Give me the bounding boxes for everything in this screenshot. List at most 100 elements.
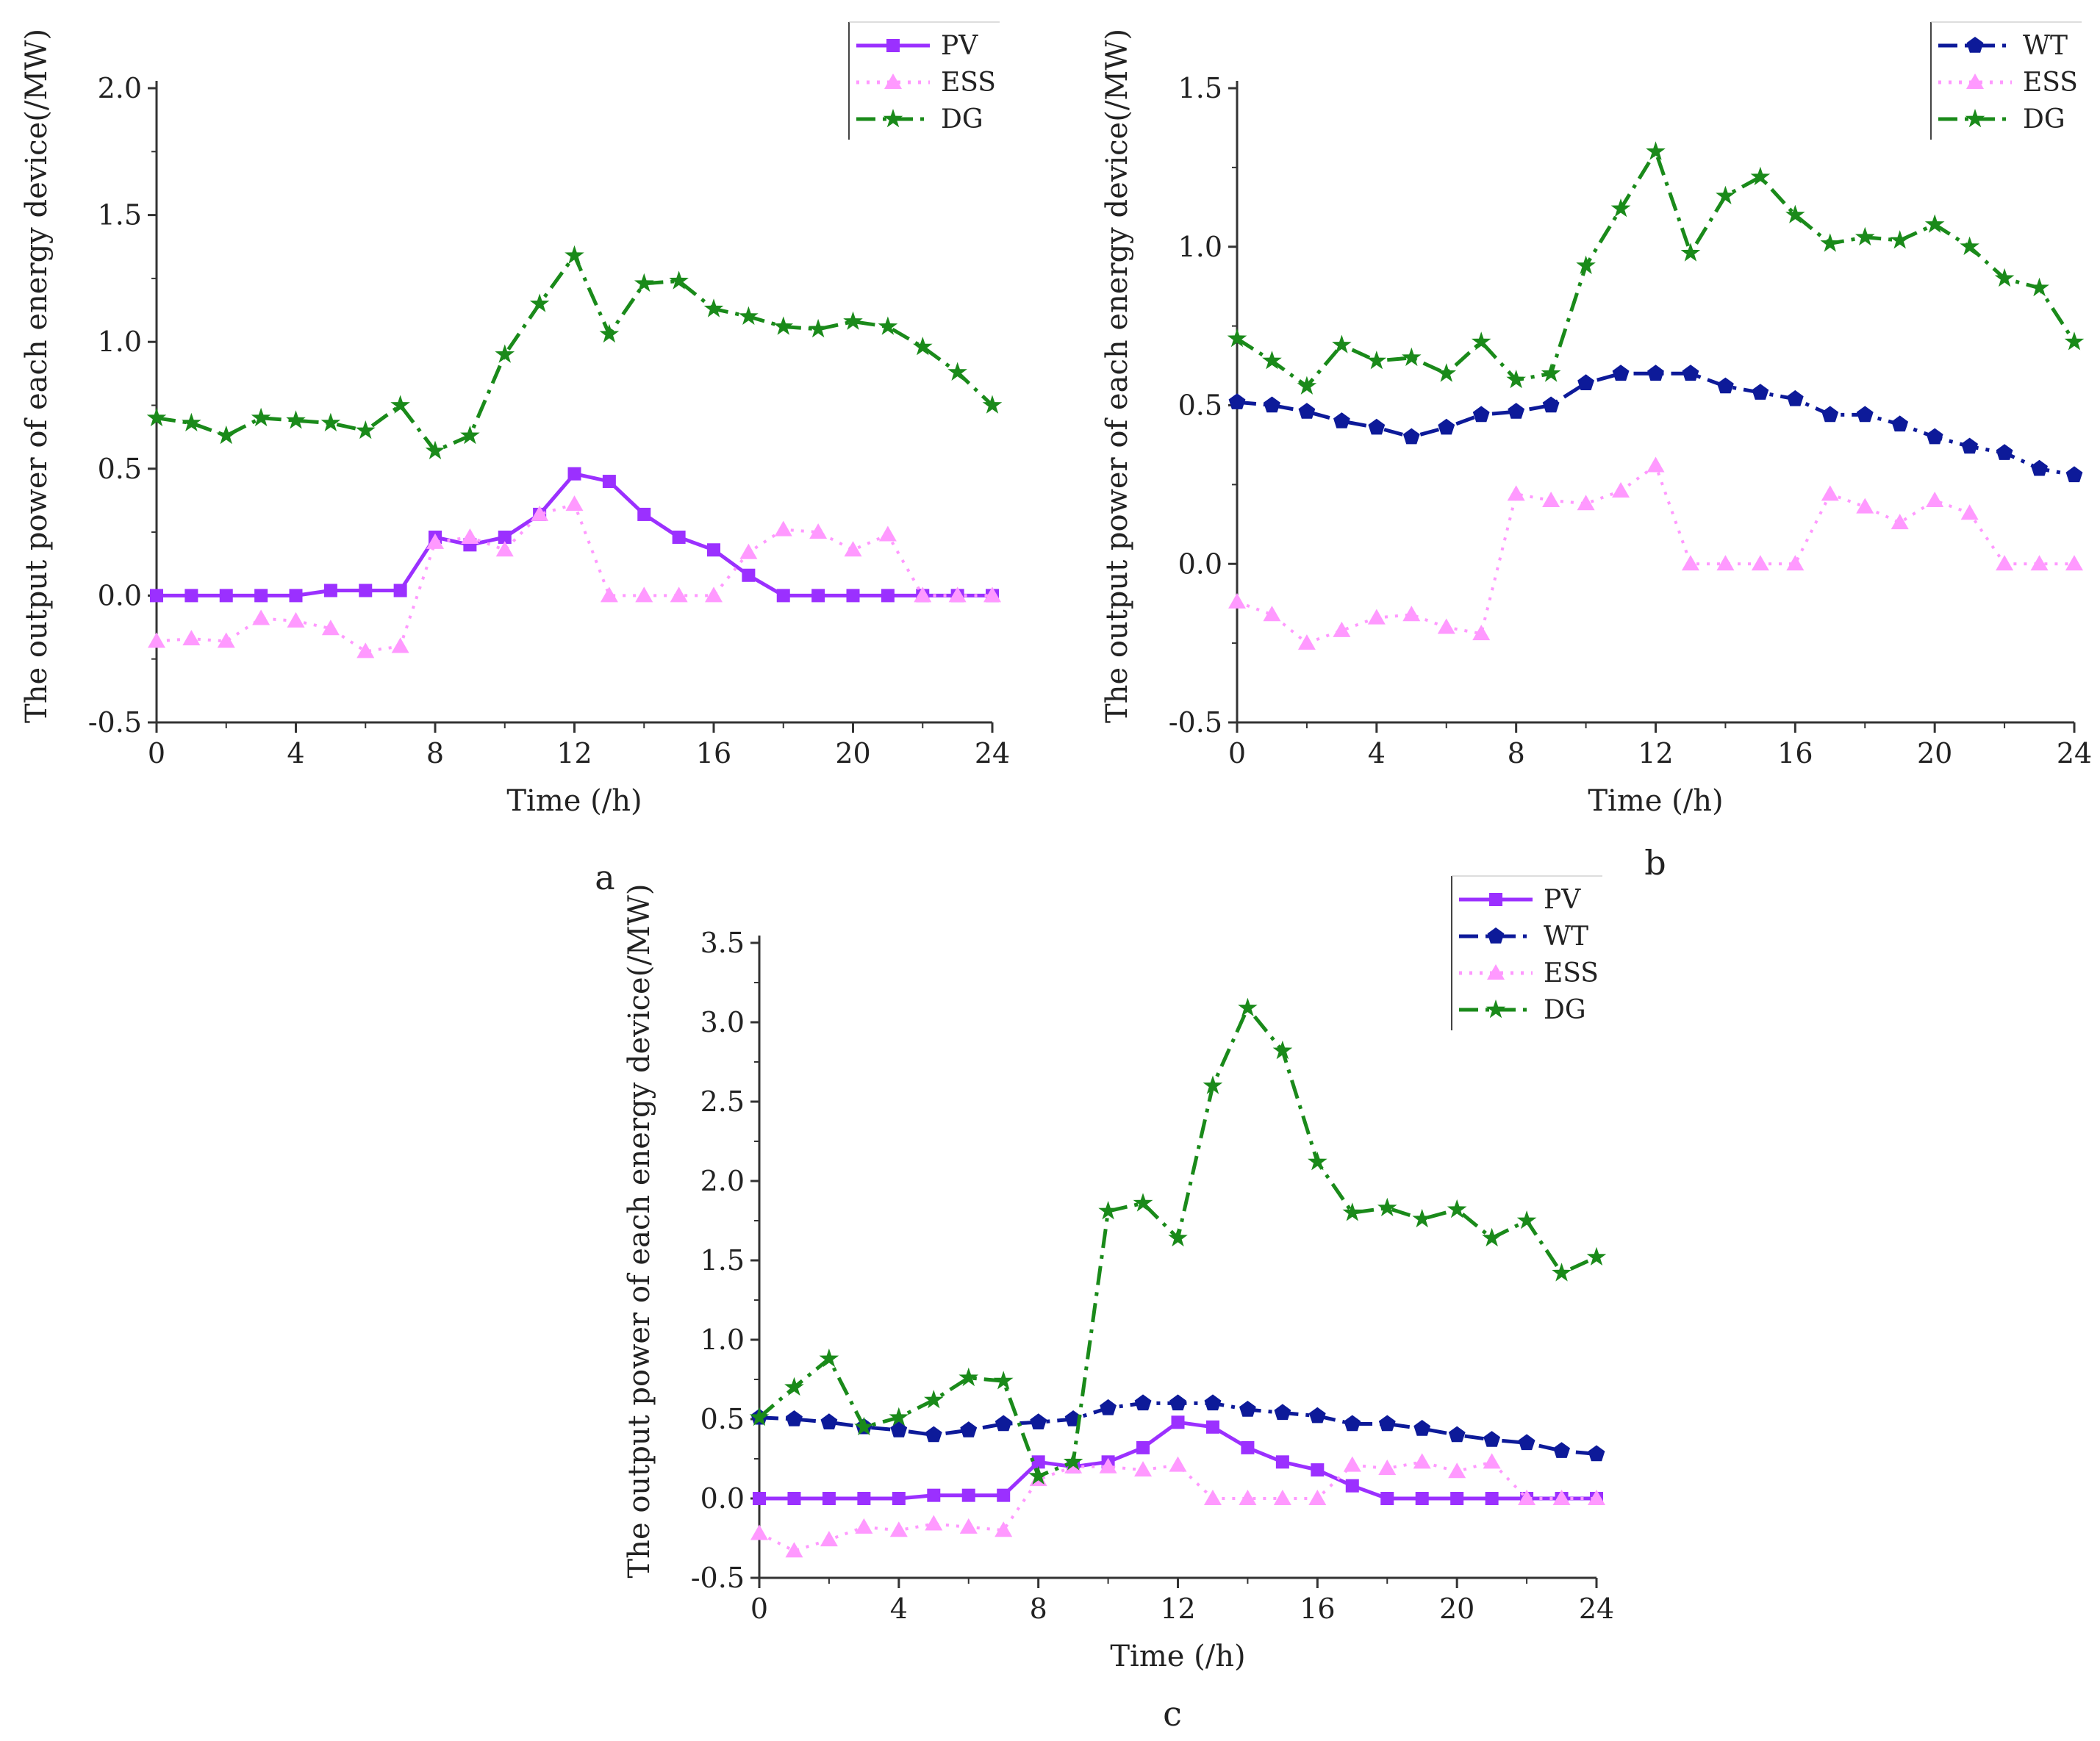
data-point-ess: [565, 495, 584, 511]
data-point-ess: [1542, 491, 1560, 507]
y-tick-label: 2.0: [700, 1165, 745, 1197]
data-point-wt: [820, 1413, 838, 1429]
data-point-dg: [286, 410, 306, 429]
legend-label-dg: DG: [941, 104, 983, 134]
data-point-dg: [819, 1348, 839, 1368]
data-point-ess: [995, 1521, 1013, 1537]
data-point-pv: [498, 531, 512, 545]
y-tick-label: 0.5: [700, 1403, 745, 1435]
data-point-ess: [1518, 1490, 1536, 1505]
series-dg: [749, 997, 1607, 1485]
x-tick-label: 0: [1228, 737, 1246, 769]
chart-panel-c: -0.5 0.0 0.5 1.0 1.5 2.0 2.5 3.0 3.5 0 4 8 12 16 20 24 T…: [623, 875, 1614, 1734]
legend-marker-dg: [1965, 109, 1985, 128]
data-point-wt: [1204, 1394, 1222, 1411]
data-point-ess: [983, 586, 1001, 603]
data-point-wt: [890, 1421, 908, 1437]
data-point-ess: [889, 1521, 908, 1537]
data-point-ess: [1891, 514, 1909, 530]
data-point-dg: [1516, 1210, 1537, 1230]
data-point-ess: [1402, 606, 1421, 622]
data-point-wt: [1821, 406, 1839, 423]
legend-label-wt: WT: [1544, 922, 1588, 952]
data-point-pv: [567, 467, 581, 481]
data-point-dg: [982, 395, 1003, 414]
data-point-ess: [820, 1531, 838, 1547]
data-point-wt: [1891, 415, 1909, 432]
x-tick-label: 12: [556, 737, 592, 769]
data-point-wt: [1483, 1431, 1500, 1447]
data-point-dg: [1262, 351, 1282, 370]
legend: PV WT ESS DG: [1451, 875, 1602, 1030]
data-point-pv: [776, 589, 790, 603]
data-point-ess: [1228, 593, 1246, 609]
legend-label-pv: PV: [941, 31, 978, 61]
data-point-ess: [217, 632, 235, 648]
data-point-wt: [1786, 390, 1804, 406]
data-point-dg: [878, 316, 898, 335]
data-point-ess: [1169, 1456, 1187, 1472]
data-point-pv: [846, 589, 860, 603]
data-point-ess: [1134, 1461, 1153, 1477]
data-point-dg: [703, 298, 724, 317]
data-point-ess: [1960, 504, 1979, 520]
y-tick-label: -0.5: [691, 1562, 745, 1594]
y-tick-label: 1.5: [98, 199, 142, 231]
data-point-wt: [1577, 374, 1594, 390]
series-wt: [1228, 365, 2083, 483]
x-tick-label: 20: [1439, 1593, 1474, 1625]
y-tick-label: 1.0: [98, 326, 142, 358]
data-point-wt: [1228, 393, 1246, 409]
data-point-dg: [1227, 328, 1247, 348]
x-tick-label: 8: [1030, 1593, 1047, 1625]
data-point-dg: [843, 311, 863, 330]
data-point-pv: [393, 584, 407, 597]
data-point-dg: [1203, 1075, 1223, 1094]
data-point-wt: [1264, 396, 1280, 413]
data-point-ess: [1786, 555, 1805, 571]
data-point-ess: [148, 632, 165, 648]
x-axis-title: Time (/h): [1110, 1640, 1245, 1673]
y-tick-label: 0.0: [1178, 548, 1222, 580]
series-line-ess: [156, 503, 992, 653]
data-point-ess: [461, 528, 479, 545]
data-point-pv: [1380, 1492, 1394, 1505]
data-point-pv: [1205, 1420, 1219, 1434]
data-point-ess: [1751, 555, 1769, 571]
series-line-ess: [1236, 464, 2074, 645]
data-point-ess: [855, 1518, 873, 1534]
data-point-dg: [460, 425, 480, 445]
data-point-pv: [323, 584, 337, 597]
data-point-ess: [1472, 625, 1491, 641]
data-point-dg: [320, 412, 341, 431]
data-point-wt: [2031, 459, 2048, 476]
legend-marker-pv: [886, 39, 900, 52]
legend-marker-pv: [1489, 893, 1502, 906]
data-point-dg: [1133, 1193, 1153, 1212]
data-point-ess: [1996, 555, 2014, 571]
series-line-dg: [1236, 149, 2076, 389]
data-point-ess: [1483, 1453, 1501, 1469]
data-point-wt: [1413, 1420, 1431, 1436]
x-tick-label: 20: [835, 737, 870, 769]
y-axis-title: The output power of each energy device(/…: [20, 29, 54, 723]
data-point-wt: [1926, 428, 1943, 445]
data-point-wt: [1344, 1415, 1361, 1432]
series-dg: [146, 245, 1003, 459]
data-point-dg: [1680, 243, 1701, 262]
data-point-pv: [742, 568, 756, 582]
panel-caption: b: [1644, 843, 1666, 883]
x-tick-label: 16: [1300, 1593, 1335, 1625]
data-point-dg: [1402, 347, 1422, 367]
data-point-wt: [995, 1415, 1012, 1432]
data-point-dg: [1646, 141, 1666, 160]
data-point-ess: [1507, 485, 1525, 501]
data-point-ess: [1297, 634, 1316, 650]
data-point-wt: [1239, 1401, 1256, 1417]
data-point-ess: [1378, 1459, 1397, 1475]
data-point-ess: [1367, 609, 1386, 625]
x-tick-label: 4: [287, 737, 304, 769]
data-point-pv: [1415, 1492, 1429, 1505]
data-point-dg: [1854, 226, 1875, 246]
data-point-wt: [1856, 406, 1874, 423]
